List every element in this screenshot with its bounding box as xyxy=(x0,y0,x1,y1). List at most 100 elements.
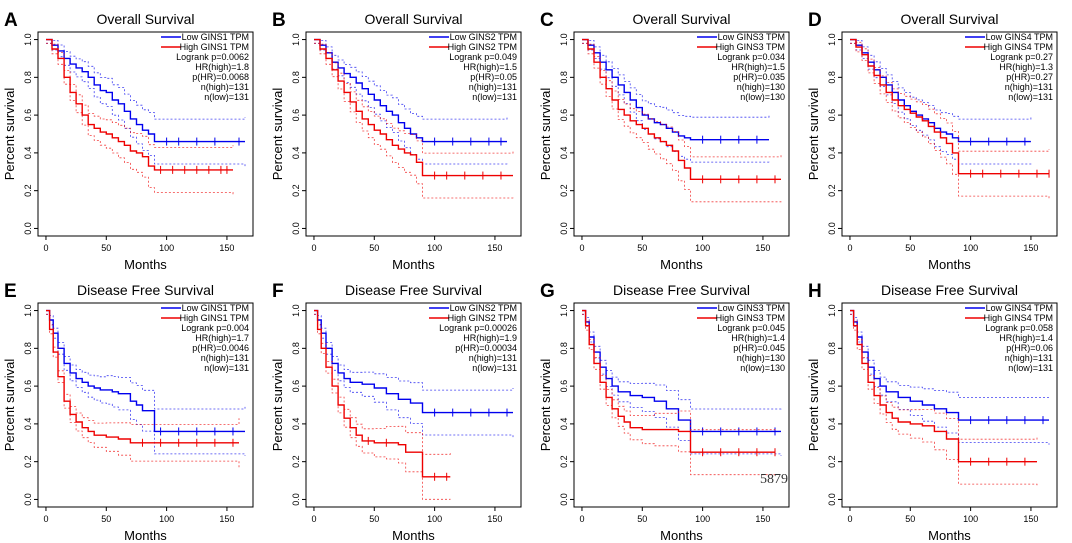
y-tick-label: 0.8 xyxy=(23,342,33,355)
km-curve-low xyxy=(850,38,1031,143)
x-axis-label: Months xyxy=(124,257,167,272)
stat-line: n(low)=131 xyxy=(204,363,249,373)
legend-entry: Low GINS4 TPM xyxy=(986,32,1053,42)
y-tick-label: 0.2 xyxy=(827,455,837,468)
x-tick-label: 50 xyxy=(905,243,915,253)
y-tick-label: 0.4 xyxy=(827,147,837,160)
y-axis-label: Percent survival xyxy=(806,88,821,181)
x-tick-label: 50 xyxy=(101,514,111,524)
y-tick-label: 0.6 xyxy=(827,109,837,122)
panel-g: G Disease Free Survival 0.0 0.2 0.4 0.6 0.8 1.0… xyxy=(538,281,790,543)
km-curve-high xyxy=(850,38,1049,175)
x-tick-label: 100 xyxy=(159,514,174,524)
y-tick-label: 0.8 xyxy=(827,342,837,355)
chart-title: Disease Free Survival xyxy=(613,282,750,298)
y-tick-label: 0.4 xyxy=(23,418,33,431)
y-tick-label: 0.2 xyxy=(559,184,569,197)
y-tick-label: 0.6 xyxy=(827,380,837,393)
x-axis-label: Months xyxy=(124,528,167,543)
stat-line: n(low)=131 xyxy=(472,92,517,102)
km-curve-high xyxy=(582,38,781,180)
plot-frame xyxy=(305,31,522,237)
km-curve-low xyxy=(46,309,245,433)
panel-label: G xyxy=(540,281,555,302)
km-curve-high xyxy=(850,309,1037,463)
y-tick-label: 0.6 xyxy=(291,380,301,393)
stat-line: n(low)=130 xyxy=(740,363,785,373)
x-tick-label: 50 xyxy=(369,514,379,524)
ci-upper-high xyxy=(46,39,234,148)
ci-lower-low xyxy=(314,42,508,167)
y-axis-label: Percent survival xyxy=(806,359,821,452)
stat-line: Logrank p=0.27 xyxy=(990,52,1053,62)
y-tick-label: 0.0 xyxy=(23,222,33,235)
y-tick-label: 1.0 xyxy=(559,33,569,46)
legend-entry: High GINS2 TPM xyxy=(448,42,517,52)
ci-lower-low xyxy=(46,42,246,167)
y-tick-label: 0.4 xyxy=(23,147,33,160)
panel-label: H xyxy=(808,281,822,302)
ci-upper-high xyxy=(850,310,1038,440)
y-tick-label: 0.2 xyxy=(827,184,837,197)
y-tick-label: 0.0 xyxy=(291,493,301,506)
y-tick-label: 0.2 xyxy=(23,455,33,468)
panel-label: A xyxy=(4,10,18,31)
legend-entry: High GINS3 TPM xyxy=(716,313,785,323)
stat-line: n(low)=131 xyxy=(1008,363,1053,373)
x-tick-label: 150 xyxy=(755,514,770,524)
ci-lower-high xyxy=(314,313,451,500)
panel-a: A Overall Survival 0.0 0.2 0.4 0.6 0.8 1.0 0 50 10… xyxy=(2,10,254,272)
stat-line: n(high)=131 xyxy=(201,82,249,92)
stat-line: Logrank p=0.049 xyxy=(449,52,517,62)
y-tick-label: 0.2 xyxy=(559,455,569,468)
ci-lower-low xyxy=(850,42,1032,167)
x-tick-label: 100 xyxy=(427,514,442,524)
chart-title: Disease Free Survival xyxy=(881,282,1018,298)
y-axis-label: Percent survival xyxy=(2,88,17,181)
y-tick-label: 0.6 xyxy=(559,380,569,393)
ci-lower-high xyxy=(314,42,514,201)
y-tick-label: 0.0 xyxy=(559,493,569,506)
y-tick-label: 0.4 xyxy=(291,147,301,160)
y-tick-label: 0.8 xyxy=(23,71,33,84)
x-tick-label: 100 xyxy=(963,243,978,253)
x-axis-label: Months xyxy=(928,257,971,272)
panel-label: D xyxy=(808,10,822,31)
y-tick-label: 0.4 xyxy=(827,418,837,431)
y-tick-label: 0.4 xyxy=(291,418,301,431)
ci-upper-low xyxy=(314,39,508,120)
ci-upper-high xyxy=(314,39,514,154)
legend-entry: Low GINS1 TPM xyxy=(182,303,249,313)
plot-frame xyxy=(305,302,522,508)
x-axis-label: Months xyxy=(660,257,703,272)
x-tick-label: 150 xyxy=(487,243,502,253)
watermark-text: 5879 xyxy=(760,472,788,487)
y-tick-label: 0.0 xyxy=(291,222,301,235)
y-tick-label: 1.0 xyxy=(291,304,301,317)
x-tick-label: 100 xyxy=(695,243,710,253)
stat-line: n(high)=130 xyxy=(737,82,785,92)
y-tick-label: 1.0 xyxy=(827,304,837,317)
km-curve-low xyxy=(46,38,245,143)
ci-upper-high xyxy=(850,39,1050,152)
ci-upper-high xyxy=(582,310,776,431)
stat-line: n(low)=130 xyxy=(740,92,785,102)
stat-line: n(low)=131 xyxy=(204,92,249,102)
y-tick-label: 0.6 xyxy=(23,109,33,122)
plot-frame xyxy=(841,302,1058,508)
stat-line: Logrank p=0.045 xyxy=(717,323,785,333)
x-tick-label: 100 xyxy=(427,243,442,253)
stat-line: HR(high)=1.4 xyxy=(999,333,1053,343)
ci-lower-high xyxy=(850,42,1050,199)
y-tick-label: 0.2 xyxy=(291,455,301,468)
ci-upper-high xyxy=(46,310,240,425)
y-tick-label: 0.4 xyxy=(559,418,569,431)
y-tick-label: 0.0 xyxy=(23,493,33,506)
chart-title: Overall Survival xyxy=(632,11,730,27)
stat-line: p(HR)=0.27 xyxy=(1006,72,1053,82)
panel-label: F xyxy=(272,281,284,302)
legend-entry: Low GINS2 TPM xyxy=(450,303,517,313)
x-tick-label: 0 xyxy=(579,243,584,253)
x-tick-label: 150 xyxy=(1023,514,1038,524)
